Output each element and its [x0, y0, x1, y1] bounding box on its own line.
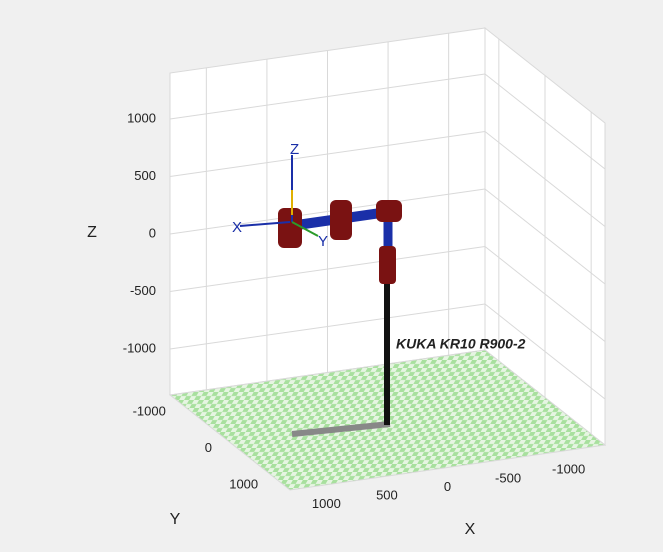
y-tick-label: 0	[205, 440, 212, 455]
x-tick-label: -500	[495, 470, 521, 485]
robot-joint	[330, 200, 352, 240]
z-tick-label: 1000	[127, 110, 156, 125]
frame-label: X	[232, 219, 242, 236]
x-tick-label: 1000	[312, 496, 341, 511]
chart: 1000 500 0 -500 -1000 1000 500 0 -500 -1000 -1000 0…	[0, 0, 663, 552]
z-axis-label: Z	[87, 224, 97, 241]
robot-joint	[376, 200, 402, 222]
y-tick-label: -1000	[133, 403, 166, 418]
x-tick-label: 500	[376, 488, 398, 503]
y-tick-label: 1000	[229, 476, 258, 491]
robot-joint	[278, 208, 302, 248]
frame-label: Y	[318, 233, 328, 250]
z-tick-label: 0	[149, 225, 156, 240]
y-axis-label: Y	[170, 511, 181, 528]
robot-joint	[379, 246, 396, 284]
frame-label: Z	[290, 141, 299, 158]
x-tick-label: -1000	[552, 462, 585, 477]
z-tick-label: 500	[134, 168, 156, 183]
x-axis-label: X	[465, 521, 476, 538]
annotation: KUKA KR10 R900-2	[396, 336, 526, 352]
z-tick-label: -1000	[123, 340, 156, 355]
x-tick-label: 0	[444, 479, 451, 494]
z-tick-label: -500	[130, 283, 156, 298]
